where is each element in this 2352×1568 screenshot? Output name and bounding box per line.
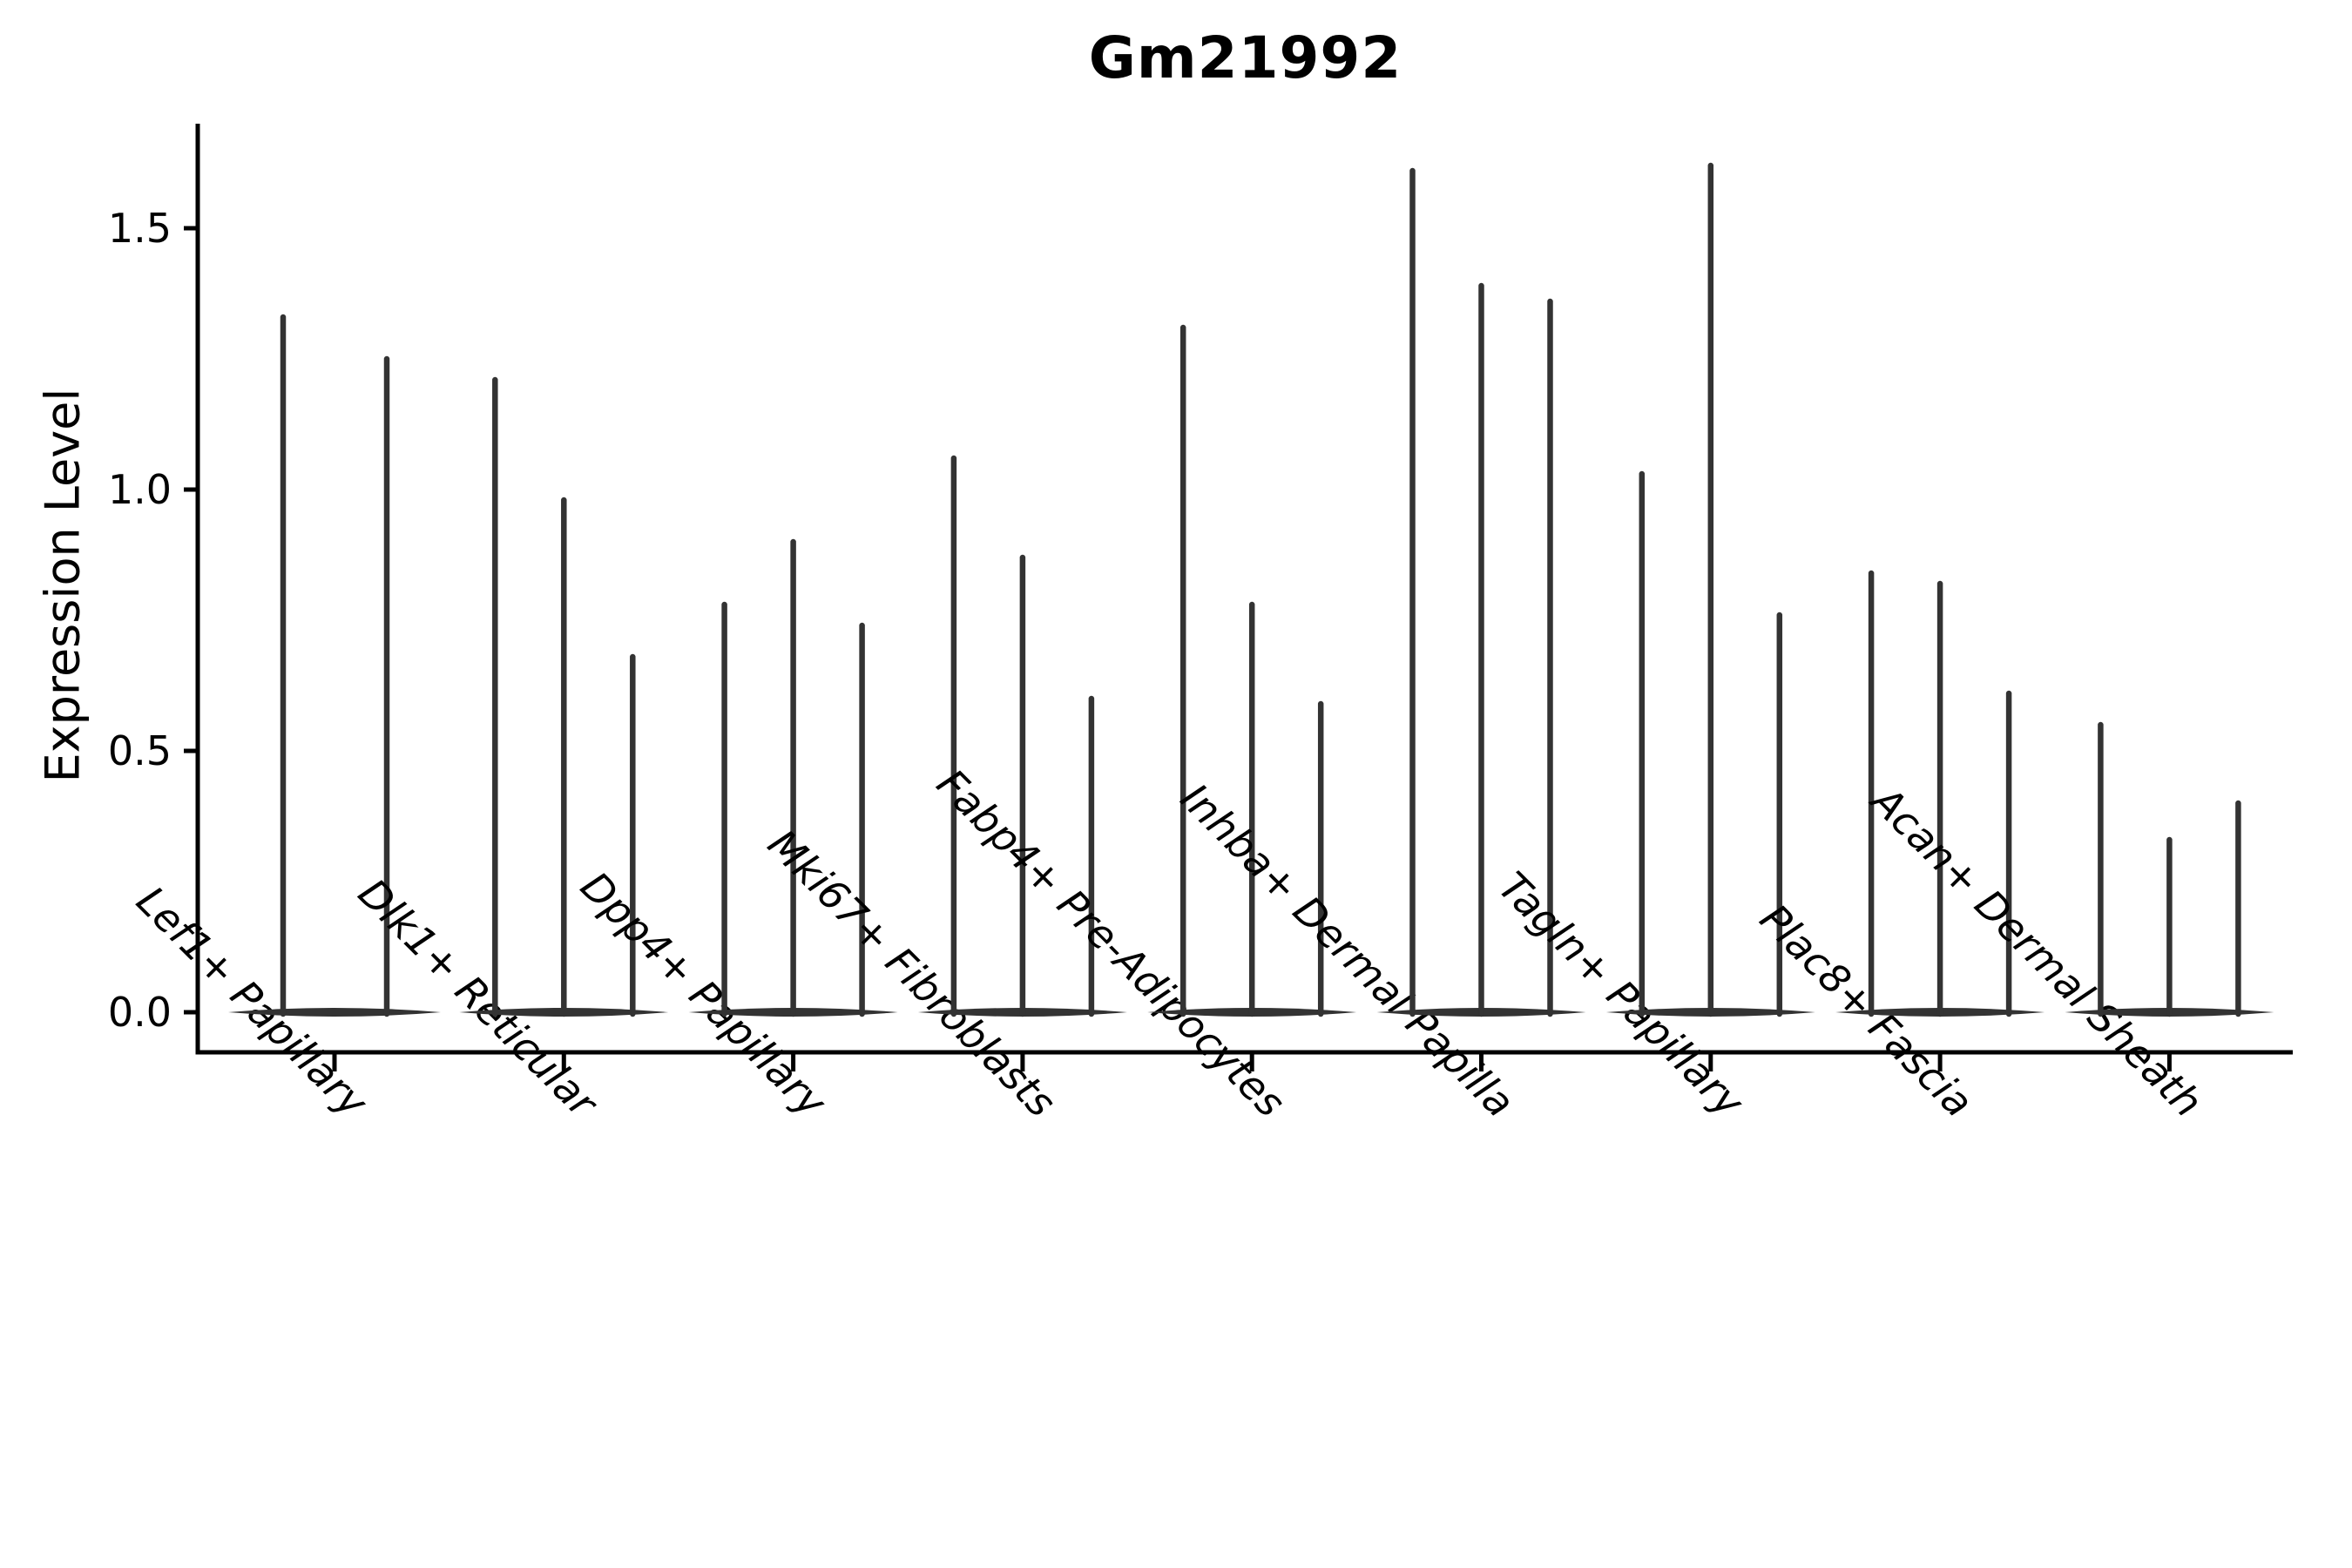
chart-title: Gm21992 xyxy=(1088,24,1402,91)
y-tick-label: 1.5 xyxy=(108,205,172,252)
y-tick-label: 0.5 xyxy=(108,727,172,774)
x-tick-label: Dpp4+ Papillary xyxy=(571,862,835,1126)
x-tick-label: Tagln+ Papillary xyxy=(1490,862,1754,1126)
y-axis-label: Expression Level xyxy=(35,388,91,783)
y-tick-label: 1.0 xyxy=(108,466,172,513)
y-tick-label: 0.0 xyxy=(108,989,172,1036)
